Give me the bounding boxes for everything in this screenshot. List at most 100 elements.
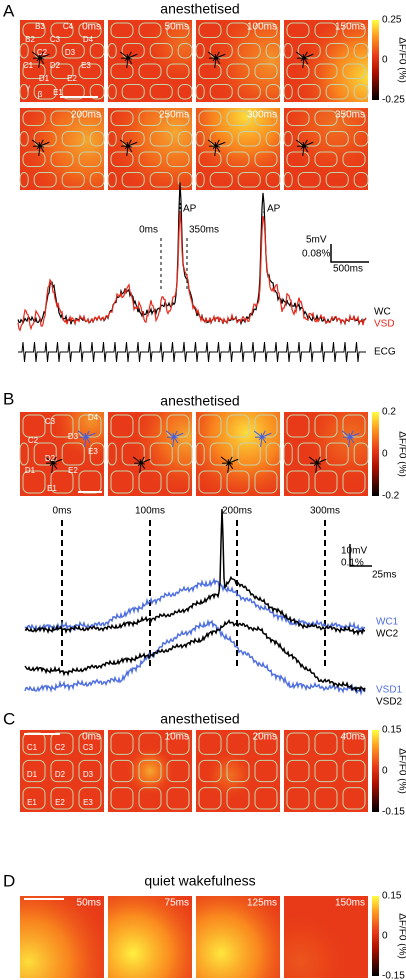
barrel-outline [78, 63, 102, 79]
neuron-morphology [316, 456, 321, 464]
barrel-outline [33, 172, 57, 188]
activity-glow [284, 20, 368, 102]
neuron-morphology [39, 139, 44, 147]
neuron-morphology [119, 139, 129, 147]
barrel-outline [166, 414, 190, 438]
neuron-morphology [302, 57, 305, 68]
neuron-morphology [215, 141, 226, 147]
barrel-labels: D2 [55, 770, 66, 779]
colorbar-tick-label: 0 [382, 766, 388, 777]
neuron-morphology [140, 458, 151, 464]
barrel-outline [61, 43, 85, 59]
barrel-labels: E2 [67, 74, 77, 83]
barrel-outline [33, 84, 57, 100]
barrel-outline [50, 63, 74, 79]
barrel-outline [22, 759, 46, 783]
activity-glow [108, 20, 192, 102]
barrel-outline [50, 151, 74, 167]
barrel-outline [265, 43, 281, 59]
barrel-outline [314, 732, 338, 755]
barrel-outline [50, 470, 74, 494]
barrel-outline [209, 442, 233, 466]
barrel-outline [226, 732, 250, 755]
activity-glow [196, 108, 280, 190]
neuron-morphology [140, 456, 145, 464]
barrel-outline [110, 22, 134, 38]
barrel-outline [198, 787, 222, 810]
neuron-morphology [349, 436, 355, 444]
barrel-outline [325, 172, 349, 188]
barrel-labels: D3 [68, 432, 79, 441]
barrel-outline [121, 131, 145, 147]
barrel-outline [353, 43, 369, 59]
barrel-outline [78, 110, 102, 126]
neuron-morphology [132, 456, 142, 464]
barrel-outline [177, 442, 193, 466]
barrel-outline [195, 172, 205, 188]
neuron-morphology [207, 139, 217, 147]
barrel-labels: C2 [37, 48, 48, 57]
neuron-morphology [77, 430, 87, 438]
barrel-outline [195, 131, 205, 147]
barrel-outline [121, 442, 145, 466]
neuron-morphology [215, 145, 221, 153]
barrel-outline [297, 172, 321, 188]
neuron-morphology [165, 430, 175, 438]
barrel-labels: E1 [47, 484, 57, 493]
barrel-labels: C1 [23, 61, 34, 70]
neuron-morphology [316, 462, 322, 470]
barrel-outline [107, 43, 117, 59]
neuron-morphology [227, 462, 230, 473]
barrel-labels: D1 [27, 770, 38, 779]
panel-letter: B [3, 389, 14, 408]
barrel-outline [283, 172, 293, 188]
barrel-outline [286, 151, 310, 167]
barrel-outline [50, 110, 74, 126]
barrel-outline [19, 442, 29, 466]
barrel-outline [177, 172, 193, 188]
trace-markers: 0ms [53, 506, 72, 517]
barrel-outline [198, 732, 222, 755]
barrel-outline [149, 84, 173, 100]
barrel-outline [209, 172, 233, 188]
neuron-morphology [303, 139, 308, 147]
barrel-outline [166, 787, 190, 810]
neuron-morphology [127, 51, 132, 59]
barrel-outline [353, 84, 369, 100]
barrel-outline [138, 151, 162, 167]
neuron-morphology [261, 432, 272, 438]
neuron-morphology [215, 57, 221, 65]
barrel-outline [110, 470, 134, 494]
barrel-outline [314, 414, 338, 438]
neuron-morphology [84, 436, 87, 447]
barrel-outline [342, 732, 366, 755]
barrel-outline [195, 84, 205, 100]
barrel-outline [138, 63, 162, 79]
neuron-morphology [140, 462, 146, 470]
colorbar-tick-label: -0.2 [382, 491, 400, 502]
barrel-outline [78, 787, 102, 810]
barrel-outline [166, 63, 190, 79]
barrel-outline [342, 110, 366, 126]
barrel-outline [107, 442, 117, 466]
barrel-outline [78, 151, 102, 167]
barrel-outline [237, 172, 261, 188]
barrel-outline [61, 442, 85, 466]
panel-title: anesthetised [160, 711, 239, 727]
barrel-labels: C4 [63, 22, 74, 31]
neuron-morphology [228, 456, 233, 464]
colorbar-tick-label: -0.15 [382, 971, 405, 980]
barrel-outline [342, 151, 366, 167]
colorbar [372, 896, 379, 976]
colorbar-label: ΔF/F0 (%) [396, 913, 406, 959]
barrel-outline [314, 63, 338, 79]
neuron-morphology [126, 57, 129, 68]
barrel-outline [19, 172, 29, 188]
barrel-outline [353, 442, 369, 466]
neuron-morphology [39, 53, 50, 59]
barrel-outline [198, 63, 222, 79]
colorbar-tick-label: 0.25 [382, 15, 402, 26]
trace-markers: AP [183, 204, 197, 215]
barrel-outline [121, 84, 145, 100]
